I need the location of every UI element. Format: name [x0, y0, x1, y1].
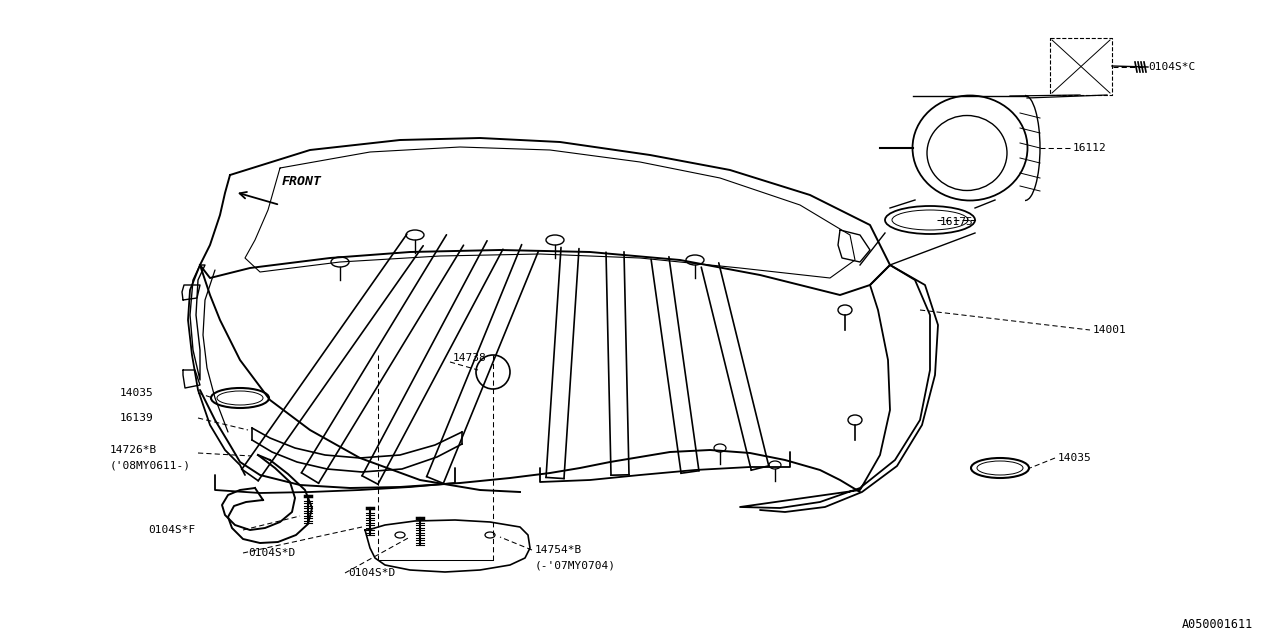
Text: 14035: 14035 [1059, 453, 1092, 463]
Text: 0104S*D: 0104S*D [348, 568, 396, 578]
Text: 16175: 16175 [940, 217, 974, 227]
Text: 16139: 16139 [120, 413, 154, 423]
Text: FRONT: FRONT [282, 175, 323, 188]
Text: (-'07MY0704): (-'07MY0704) [535, 561, 616, 571]
Text: 14001: 14001 [1093, 325, 1126, 335]
Text: A050001611: A050001611 [1181, 618, 1253, 632]
Text: 0104S*D: 0104S*D [248, 548, 296, 558]
Text: 14738: 14738 [453, 353, 486, 363]
Text: 14035: 14035 [120, 388, 154, 398]
Text: 0104S*C: 0104S*C [1148, 62, 1196, 72]
Text: 0104S*F: 0104S*F [148, 525, 196, 535]
Text: 14754*B: 14754*B [535, 545, 582, 555]
Text: 14726*B: 14726*B [110, 445, 157, 455]
Text: 16112: 16112 [1073, 143, 1107, 153]
Text: ('08MY0611-): ('08MY0611-) [110, 461, 191, 471]
